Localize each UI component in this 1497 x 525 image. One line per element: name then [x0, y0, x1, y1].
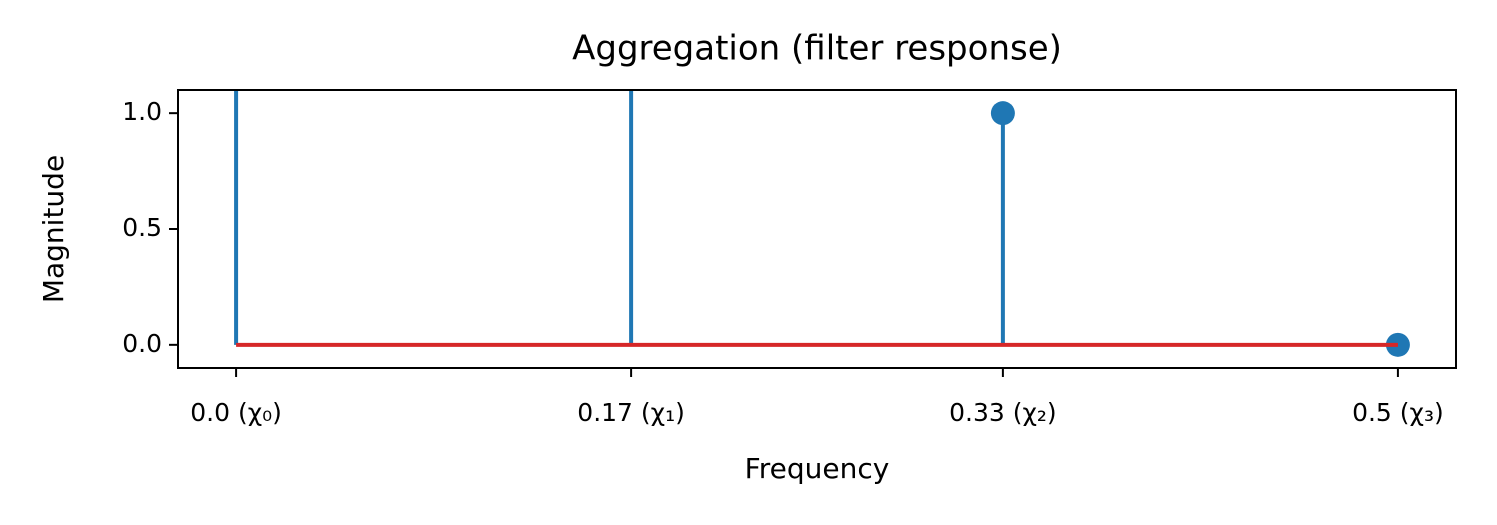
y-tick-label: 0.5 — [122, 213, 162, 242]
plot-area — [234, 90, 1410, 357]
x-tick-label: 0.17 (χ₁) — [577, 398, 685, 427]
x-axis-label: Frequency — [745, 452, 890, 485]
y-axis-label: Magnitude — [37, 155, 70, 303]
x-tick-label: 0.33 (χ₂) — [949, 398, 1057, 427]
y-tick-label: 0.0 — [122, 329, 162, 358]
y-tick-label: 1.0 — [122, 97, 162, 126]
stem-marker — [990, 101, 1015, 126]
x-tick-label: 0.5 (χ₃) — [1352, 398, 1444, 427]
axes-frame — [177, 89, 1457, 369]
x-tick-label: 0.0 (χ₀) — [190, 398, 282, 427]
chart-title: Aggregation (filter response) — [572, 29, 1062, 69]
